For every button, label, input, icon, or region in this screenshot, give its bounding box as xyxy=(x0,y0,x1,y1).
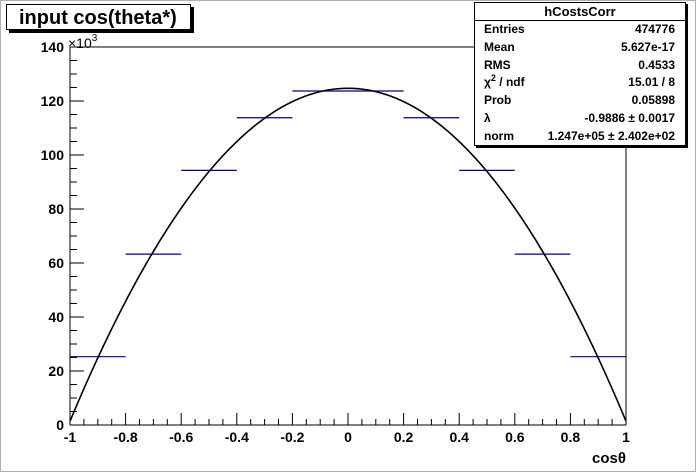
y-tick-label: 40 xyxy=(48,309,64,325)
x-tick-label: 0.6 xyxy=(505,429,525,445)
y-tick-label: 100 xyxy=(41,147,65,163)
stats-value: 15.01 / 8 xyxy=(628,75,675,90)
stats-key: Entries xyxy=(484,22,525,36)
stats-row: RMS 0.4533 xyxy=(475,57,685,75)
y-tick-label: 120 xyxy=(41,93,65,109)
x-tick-label: -0.8 xyxy=(114,429,138,445)
y-scale-label: ×103 xyxy=(68,33,98,51)
x-tick-label: -0.4 xyxy=(225,429,249,445)
histogram-title: input cos(theta*) xyxy=(6,4,191,30)
stats-value: 5.627e-17 xyxy=(620,39,675,54)
x-axis-label: cosθ xyxy=(592,450,626,467)
x-tick-label: 0 xyxy=(344,429,352,445)
stats-key: Mean xyxy=(484,39,515,54)
stats-value: -0.9886 ± 0.0017 xyxy=(584,110,675,125)
stats-value: 474776 xyxy=(634,22,675,36)
stats-key: norm xyxy=(484,128,514,143)
stats-key: RMS xyxy=(484,57,511,72)
y-tick-label: 140 xyxy=(41,39,65,55)
stats-box: hCostsCorr Entries 474776 Mean 5.627e-17 RMS… xyxy=(474,2,686,146)
y-tick-label: 0 xyxy=(56,417,64,433)
stats-rows: Entries 474776 Mean 5.627e-17 RMS 0.4533 χ2 / … xyxy=(475,21,685,146)
y-tick-label: 80 xyxy=(48,201,64,217)
stats-value: 1.247e+05 ± 2.402e+02 xyxy=(547,128,675,143)
stats-row: Prob 0.05898 xyxy=(475,92,685,110)
stats-key: Prob xyxy=(484,93,512,108)
y-scale-exp: 3 xyxy=(92,33,98,44)
stats-row: χ2 / ndf 15.01 / 8 xyxy=(475,74,685,92)
stats-key: λ xyxy=(484,110,491,125)
stats-value: 0.4533 xyxy=(638,57,675,72)
stats-row: λ -0.9886 ± 0.0017 xyxy=(475,110,685,128)
x-tick-label: 1 xyxy=(622,429,630,445)
x-tick-label: -1 xyxy=(64,429,77,445)
y-tick-label: 20 xyxy=(48,363,64,379)
stats-value: 0.05898 xyxy=(631,93,675,108)
stats-row: Entries 474776 xyxy=(475,21,685,39)
x-tick-label: 0.4 xyxy=(449,429,469,445)
stats-key: χ2 / ndf xyxy=(484,73,525,90)
fit-curve xyxy=(69,87,627,422)
x-tick-label: -0.2 xyxy=(280,429,304,445)
stats-title: hCostsCorr xyxy=(475,3,685,21)
x-tick-label: 0.8 xyxy=(561,429,581,445)
x-tick-label: -0.6 xyxy=(169,429,193,445)
stats-row: norm 1.247e+05 ± 2.402e+02 xyxy=(475,128,685,146)
x-tick-label: 0.2 xyxy=(394,429,414,445)
stats-row: Mean 5.627e-17 xyxy=(475,39,685,57)
y-scale-times: ×10 xyxy=(68,35,92,51)
y-tick-label: 60 xyxy=(48,255,64,271)
